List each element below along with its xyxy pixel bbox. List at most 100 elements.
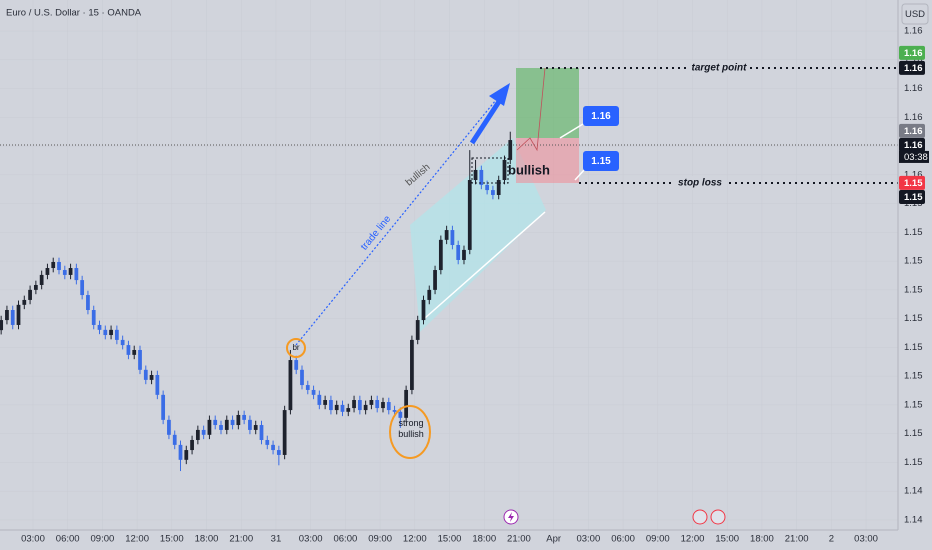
candle-body bbox=[5, 310, 9, 321]
price-label bbox=[899, 123, 925, 138]
price-label-text: 1.16 bbox=[904, 63, 923, 74]
x-tick-label: 12:00 bbox=[403, 534, 427, 545]
y-tick-label: 1.15 bbox=[904, 227, 923, 238]
box-label: bullish bbox=[508, 162, 550, 177]
strong-label-box: strong bullish bbox=[398, 418, 424, 439]
candle-body bbox=[398, 411, 403, 418]
price-label-text: 1.16 bbox=[904, 126, 923, 137]
arrow-head bbox=[489, 83, 510, 106]
target-label-bg bbox=[688, 61, 750, 75]
trade-line bbox=[295, 94, 501, 346]
candle-body bbox=[485, 184, 490, 191]
price-label-text: 1.15 bbox=[904, 178, 923, 189]
stop-label-bg bbox=[675, 176, 725, 190]
currency-button[interactable] bbox=[901, 3, 929, 25]
y-tick-label: 1.15 bbox=[904, 457, 923, 468]
candle-body bbox=[28, 289, 32, 300]
x-tick-label: 12:00 bbox=[125, 534, 149, 545]
y-tick-label: 1.15 bbox=[904, 399, 923, 410]
candle-body bbox=[230, 419, 235, 426]
candle-body bbox=[132, 349, 137, 355]
candle-body bbox=[363, 404, 368, 411]
price-label-text: 1.16 bbox=[904, 48, 923, 59]
candle-body bbox=[195, 429, 200, 440]
x-tick-label: 09:00 bbox=[646, 534, 670, 545]
candle-body bbox=[375, 400, 380, 409]
y-tick-label: 1.15 bbox=[904, 284, 923, 295]
x-tick-label: 06:00 bbox=[56, 534, 80, 545]
price-label bbox=[899, 60, 925, 75]
candle-body bbox=[97, 324, 102, 330]
target-zone bbox=[516, 68, 579, 138]
event-flag[interactable] bbox=[692, 509, 708, 525]
candle-body bbox=[143, 369, 148, 380]
x-tick-label: 06:00 bbox=[611, 534, 635, 545]
event-bolt bbox=[508, 512, 514, 522]
price-label-text: 1.15 bbox=[904, 192, 923, 203]
x-tick-label: 21:00 bbox=[229, 534, 253, 545]
candle-body bbox=[80, 280, 85, 296]
arrow-shaft bbox=[469, 98, 503, 145]
candle-body bbox=[74, 268, 79, 281]
y-tick-label: 1.15 bbox=[904, 256, 923, 267]
candle-body bbox=[109, 329, 113, 336]
candle-body bbox=[161, 394, 166, 420]
candle-body bbox=[62, 270, 67, 275]
x-tick-label: 15:00 bbox=[715, 534, 739, 545]
x-tick-label: 2 bbox=[829, 534, 834, 545]
candle-body bbox=[114, 329, 119, 340]
price-label bbox=[899, 45, 925, 60]
tp-tag-label: 1.16 bbox=[591, 111, 611, 122]
sl-tag-label: 1.15 bbox=[591, 156, 611, 167]
x-tick-label: 21:00 bbox=[785, 534, 809, 545]
y-tick-label: 1.14 bbox=[904, 486, 923, 497]
candle-body bbox=[300, 369, 304, 386]
x-tick-label: 18:00 bbox=[195, 534, 219, 545]
candle-body bbox=[415, 320, 420, 340]
channel-edge bbox=[424, 211, 546, 319]
candle-body bbox=[311, 389, 316, 395]
candle-body bbox=[305, 385, 310, 390]
candle-body bbox=[253, 425, 258, 430]
y-tick-label: 1.15 bbox=[904, 428, 923, 439]
candle-body bbox=[473, 169, 478, 181]
candle-body bbox=[410, 339, 414, 390]
candle-body bbox=[16, 304, 21, 325]
candle-body bbox=[248, 419, 252, 430]
candle-body bbox=[236, 414, 241, 426]
x-tick-label: 09:00 bbox=[368, 534, 392, 545]
candle-body bbox=[392, 410, 397, 412]
candle-body bbox=[259, 425, 264, 440]
strong-circle bbox=[389, 405, 431, 459]
candle-body bbox=[45, 268, 50, 275]
candle-body bbox=[51, 261, 56, 269]
y-tick-label: 1.15 bbox=[904, 313, 923, 324]
candle-body bbox=[491, 190, 495, 195]
marker-circle bbox=[286, 338, 306, 358]
x-tick-label: 03:00 bbox=[576, 534, 600, 545]
candle-body bbox=[456, 245, 461, 260]
candle-body bbox=[103, 329, 108, 336]
candle-body bbox=[404, 389, 409, 418]
candle-body bbox=[323, 400, 328, 405]
candle-body bbox=[126, 345, 131, 355]
event-flag[interactable] bbox=[710, 509, 726, 525]
candle-body bbox=[433, 270, 437, 290]
y-tick-label: 1.15 bbox=[904, 371, 923, 382]
candle-body bbox=[427, 289, 432, 300]
bullish-box bbox=[471, 157, 509, 184]
candle-body bbox=[479, 169, 484, 185]
y-tick-label: 1.16 bbox=[904, 83, 923, 94]
candle-body bbox=[288, 360, 293, 411]
candle-body bbox=[467, 180, 472, 250]
price-label bbox=[899, 137, 925, 152]
channel bbox=[410, 138, 546, 332]
candle-body bbox=[178, 444, 183, 460]
candle-body bbox=[276, 450, 281, 455]
candle-body bbox=[184, 450, 189, 460]
candle-body bbox=[207, 419, 212, 435]
candle-body bbox=[334, 404, 339, 411]
candle-body bbox=[91, 310, 96, 325]
candle-body bbox=[33, 284, 38, 290]
candle-body bbox=[172, 434, 177, 445]
